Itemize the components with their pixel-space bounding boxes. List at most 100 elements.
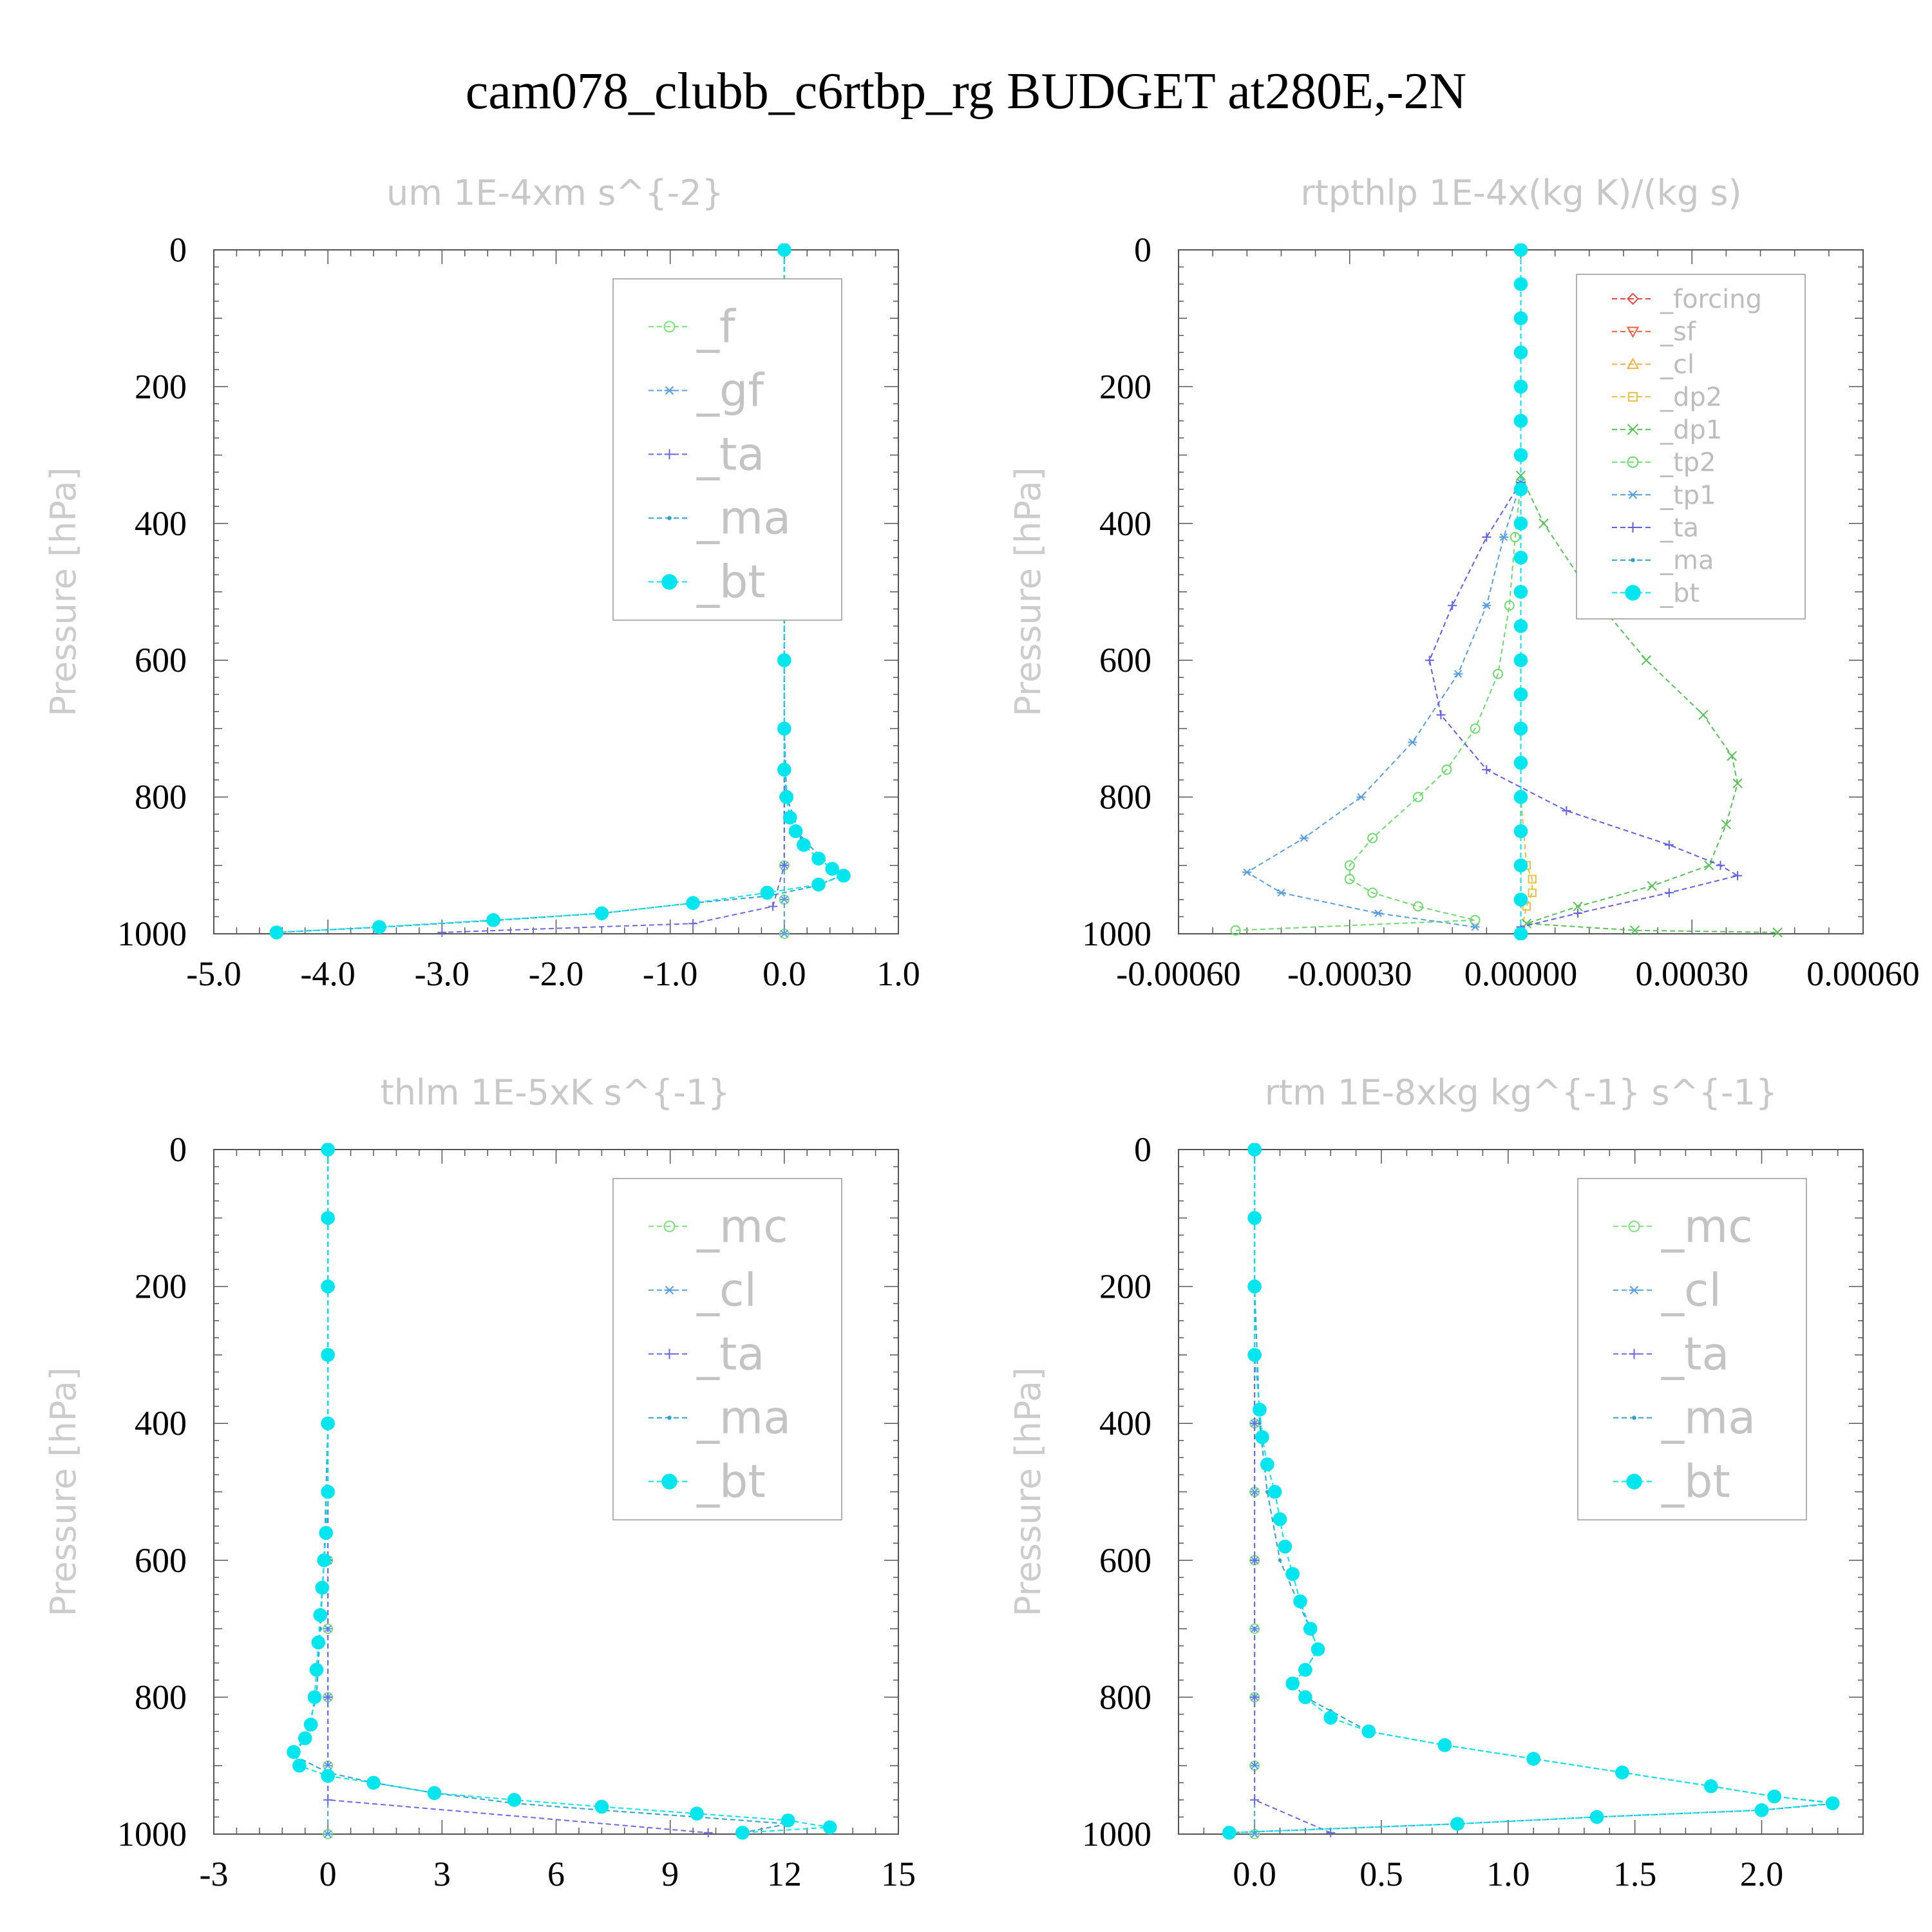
data-point <box>1513 585 1528 599</box>
data-point <box>1513 482 1528 497</box>
data-point <box>1276 889 1286 897</box>
data-point <box>1513 824 1528 838</box>
data-point <box>777 243 791 257</box>
legend-label: _bt <box>1661 1455 1730 1508</box>
data-point <box>1278 1539 1293 1554</box>
data-point <box>735 1826 750 1840</box>
legend-marker <box>664 1285 675 1295</box>
legend-label: _f <box>696 300 736 353</box>
data-point <box>298 1731 312 1745</box>
series-layer <box>1222 1143 1840 1840</box>
data-point <box>1539 518 1549 529</box>
legend-marker <box>1627 490 1638 500</box>
legend-marker <box>1627 292 1639 305</box>
legend-label: _ma <box>696 1391 791 1444</box>
legend-marker <box>1629 1349 1640 1359</box>
x-tick-label: 3 <box>433 1855 451 1893</box>
data-point <box>1311 1642 1325 1656</box>
legend-label: _ta <box>1661 1327 1729 1380</box>
data-point <box>1513 893 1528 907</box>
x-tick-label: -5.0 <box>186 954 241 993</box>
y-tick-label: 1000 <box>1082 1815 1151 1853</box>
data-point <box>822 1820 837 1835</box>
data-point <box>1437 1738 1452 1752</box>
data-point <box>321 1211 335 1226</box>
data-point <box>1754 1803 1769 1817</box>
panel-4: rtm 1E-8xkg kg^{-1} s^{-1} Pressure [hPa]… <box>1008 1072 1864 1893</box>
legend-label: _ma <box>1661 1391 1756 1444</box>
legend-box <box>612 1178 842 1520</box>
data-point <box>1356 793 1366 801</box>
x-tick-label: -3 <box>200 1855 229 1893</box>
series-line <box>1520 475 1778 933</box>
data-point <box>1450 1817 1464 1831</box>
data-point <box>1504 600 1515 611</box>
legend: _mc _cl _ta _ma _bt <box>612 1178 842 1520</box>
y-axis-label: Pressure [hPa] <box>43 467 84 716</box>
legend: _mc _cl _ta _ma _bt <box>1577 1178 1807 1520</box>
y-tick-label: 0 <box>1134 231 1151 269</box>
data-point <box>1513 345 1528 360</box>
legend-label: _bt <box>1660 578 1700 608</box>
data-point <box>323 1830 333 1838</box>
data-point <box>1436 710 1446 720</box>
data-point <box>1298 1690 1312 1705</box>
data-point <box>1253 1403 1267 1417</box>
legend-marker <box>1625 585 1641 601</box>
data-point <box>1721 819 1732 829</box>
y-axis-label: Pressure [hPa] <box>1008 1367 1048 1616</box>
legend-label: _gf <box>696 364 764 417</box>
y-tick-label: 400 <box>135 504 187 543</box>
legend-label: _dp2 <box>1660 383 1722 412</box>
y-tick-label: 800 <box>135 1678 187 1716</box>
legend-marker <box>1628 1220 1640 1233</box>
x-tick-label: -4.0 <box>300 954 355 993</box>
data-point <box>1278 1558 1282 1562</box>
series-line <box>292 1150 788 1833</box>
data-point <box>811 877 826 892</box>
x-tick-label: -0.00060 <box>1116 954 1240 993</box>
legend-label: _cl <box>1660 350 1694 379</box>
y-tick-label: 200 <box>135 367 187 406</box>
data-point <box>779 930 789 938</box>
y-tick-label: 400 <box>1099 504 1151 543</box>
y-tick-label: 800 <box>1099 778 1151 817</box>
x-tick-label: -3.0 <box>415 954 469 993</box>
x-tick-label: 1.5 <box>1613 1855 1657 1893</box>
legend-box <box>612 278 842 621</box>
data-point <box>1513 448 1528 462</box>
data-point <box>321 1348 335 1362</box>
data-point <box>1293 1594 1307 1609</box>
data-point <box>1361 1724 1376 1739</box>
data-point <box>1344 860 1355 871</box>
data-point <box>1513 687 1528 702</box>
data-point <box>486 913 500 927</box>
data-point <box>1482 533 1492 542</box>
series-layer <box>287 1143 837 1840</box>
data-point <box>779 895 789 904</box>
data-point <box>777 762 791 777</box>
data-point <box>1250 1555 1260 1565</box>
panel-2: rtpthlp 1E-4x(kg K)/(kg s) Pressure [hPa]… <box>1008 173 1920 993</box>
data-point <box>437 927 447 937</box>
legend-label: _mc <box>696 1200 788 1253</box>
data-point <box>1247 1348 1262 1362</box>
data-point <box>1703 1779 1718 1794</box>
data-point <box>777 653 791 667</box>
panel-3: thlm 1E-5xK s^{-1} Pressure [hPa] 0 200 400 6… <box>43 1072 916 1893</box>
data-point <box>1470 723 1481 734</box>
legend-marker <box>1628 392 1638 402</box>
y-tick-label: 800 <box>1099 1678 1151 1716</box>
x-tick-label: -2.0 <box>529 954 583 993</box>
y-tick-label: 600 <box>135 641 187 679</box>
data-point <box>768 902 778 911</box>
data-point <box>1285 1676 1300 1690</box>
data-point <box>1374 909 1383 918</box>
y-axis-label: Pressure [hPa] <box>43 1367 84 1616</box>
panel-title: thlm 1E-5xK s^{-1} <box>381 1072 730 1113</box>
data-point <box>811 851 826 866</box>
data-point <box>594 1799 609 1814</box>
legend-marker <box>663 321 676 333</box>
data-point <box>1664 888 1674 898</box>
data-point <box>1727 751 1737 761</box>
